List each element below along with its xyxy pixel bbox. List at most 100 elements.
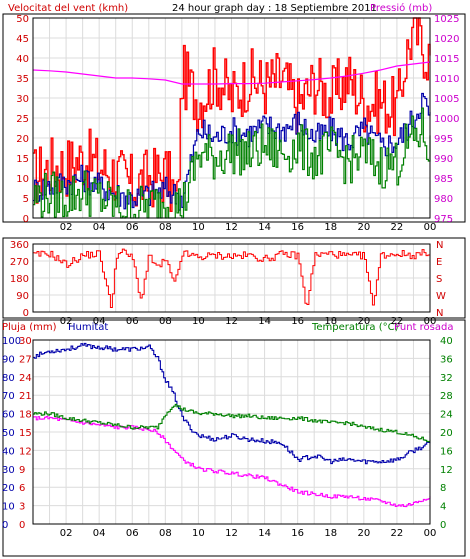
wind-direction-series [33,248,431,308]
y-left-tick-label: 180 [10,274,29,285]
y-right-tick-label: 1000 [434,114,459,125]
y-left-tick-label: 20 [16,134,29,145]
y-rain-tick-label: 21 [19,391,32,402]
y-left-tick-label: 360 [10,240,29,251]
x-tick-label: 14 [258,222,271,233]
panel-frames [2,13,466,557]
y-rain-tick-label: 15 [19,428,32,439]
y-left-tick-label: 0 [23,214,29,225]
y-right-tick-label: 980 [434,194,453,205]
humidity-axis-label: Humitat [68,322,108,333]
x-tick-label: 10 [192,316,205,327]
y-left-tick-label: 90 [16,291,29,302]
wind-axis-label: Velocitat del vent (kmh) [8,3,128,14]
y-right-tick-label: 20 [440,428,453,439]
y-humidity-tick-label: 40 [2,446,15,457]
plot-area [32,17,431,219]
y-left-tick-label: 0 [23,308,29,319]
y-rain-tick-label: 9 [19,465,25,476]
y-right-tick-label: 1020 [434,34,459,45]
y-right-tick-label: 975 [434,214,453,225]
y-left-tick-label: 15 [16,154,29,165]
x-tick-label: 06 [126,528,139,539]
panel-frame-3 [2,319,466,557]
y-right-tick-label: 985 [434,174,453,185]
plot-area [32,243,431,313]
y-right-tick-label: W [436,291,446,302]
y-rain-tick-label: 24 [19,373,32,384]
x-tick-label: 18 [324,222,337,233]
rain-axis-label: Pluja (mm) [2,322,57,333]
x-tick-label: 00 [424,528,437,539]
x-tick-label: 12 [225,316,238,327]
x-tick-label: 10 [192,528,205,539]
y-right-tick-label: 1025 [434,14,459,25]
x-tick-label: 02 [60,528,73,539]
x-tick-label: 20 [357,528,370,539]
y-left-tick-label: 45 [16,34,29,45]
x-tick-label: 14 [258,528,271,539]
wind-speed-series [33,107,431,219]
humidity-series [33,342,431,465]
y-humidity-tick-label: 10 [2,502,15,513]
y-right-tick-label: 24 [440,410,453,421]
x-tick-label: 12 [225,528,238,539]
x-tick-label: 16 [291,222,304,233]
y-humidity-tick-label: 60 [2,410,15,421]
x-tick-label: 00 [424,316,437,327]
x-tick-label: 16 [291,316,304,327]
pressure-axis-label: Pressió (mb) [370,2,432,14]
y-left-tick-label: 25 [16,114,29,125]
x-tick-label: 18 [324,316,337,327]
x-tick-label: 22 [391,222,404,233]
x-tick-label: 20 [357,316,370,327]
x-tick-label: 00 [424,222,437,233]
temperature-axis-label: Temperatura (°C) [311,322,399,333]
y-right-tick-label: E [436,257,442,268]
y-right-tick-label: 1010 [434,74,459,85]
y-left-tick-label: 35 [16,74,29,85]
y-humidity-tick-label: 90 [2,354,15,365]
x-tick-label: 20 [357,222,370,233]
x-tick-label: 22 [391,528,404,539]
x-tick-label: 08 [159,528,172,539]
y-humidity-tick-label: 100 [2,336,21,347]
y-left-tick-label: 30 [16,94,29,105]
x-tick-label: 14 [258,316,271,327]
wind-pressure-panel: 02 04 06 08 10 12 14 16 18 20 22 000510152025303540… [16,14,459,233]
x-tick-label: 18 [324,528,337,539]
y-right-tick-label: 1015 [434,54,459,65]
humidity-temperature-panel: 02 04 06 08 10 12 14 16 18 20 22 000 0 010 3 420 6 830 9 12… [2,336,453,539]
y-right-tick-label: 12 [440,465,453,476]
y-humidity-tick-label: 80 [2,373,15,384]
y-humidity-tick-label: 30 [2,465,15,476]
y-rain-tick-label: 3 [19,502,25,513]
y-right-tick-label: 40 [440,336,453,347]
x-tick-label: 04 [93,528,106,539]
x-tick-label: 06 [126,316,139,327]
y-right-tick-label: N [436,308,443,319]
y-rain-tick-label: 27 [19,354,32,365]
x-tick-label: 16 [291,528,304,539]
x-tick-label: 06 [126,222,139,233]
panel-frame-1 [2,13,466,223]
x-tick-label: 22 [391,316,404,327]
dewpoint-axis-label: Punt rosada [394,322,453,333]
y-right-tick-label: 16 [440,446,453,457]
x-tick-label: 04 [93,316,106,327]
temperature-series [33,403,431,443]
y-rain-tick-label: 30 [19,336,32,347]
y-right-tick-label: 28 [440,391,453,402]
y-right-tick-label: 990 [434,154,453,165]
y-humidity-tick-label: 50 [2,428,15,439]
y-right-tick-label: 32 [440,373,453,384]
y-rain-tick-label: 18 [19,410,32,421]
y-rain-tick-label: 0 [19,520,25,531]
x-tick-label: 08 [159,222,172,233]
panel-frame-2 [2,237,466,319]
y-right-tick-label: S [436,274,442,285]
x-tick-label: 12 [225,222,238,233]
y-left-tick-label: 5 [23,194,29,205]
